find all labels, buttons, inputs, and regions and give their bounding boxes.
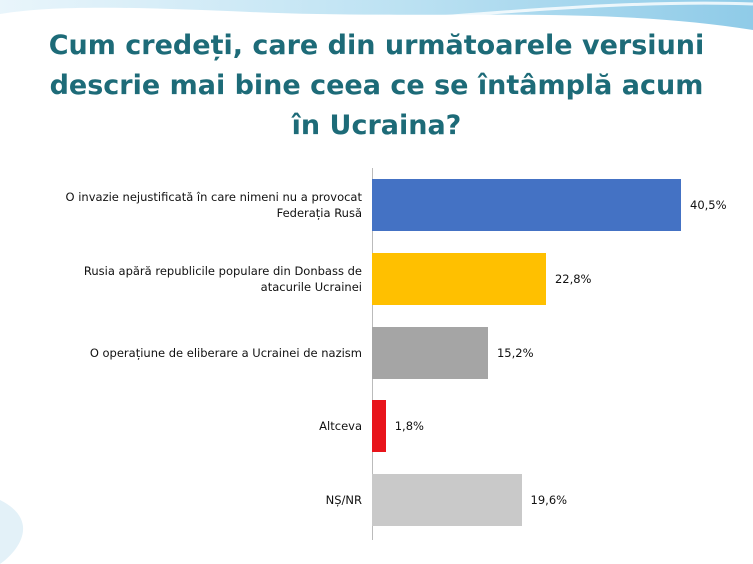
category-label: NȘ/NR <box>325 493 362 508</box>
wave-line <box>379 1 753 24</box>
category-label: Altceva <box>319 419 362 434</box>
value-label: 40,5% <box>690 198 727 212</box>
value-label: 22,8% <box>554 271 592 286</box>
bar <box>372 400 386 453</box>
bar <box>372 252 546 305</box>
category-label: O invazie nejustificată în care nimeni n… <box>65 190 362 220</box>
value-label: 19,6% <box>530 493 568 508</box>
category-label: O operațiune de eliberare a Ucrainei de … <box>89 345 362 360</box>
value-label: 1,8% <box>394 419 424 434</box>
bar <box>372 179 681 231</box>
value-label: 15,2% <box>496 345 534 360</box>
corner-wave <box>0 500 24 564</box>
category-label: Rusia apără republicile populare din Don… <box>83 263 362 294</box>
bar <box>372 474 522 527</box>
bar <box>372 326 488 379</box>
chart-title: Cum credeți, care din următoarele versiu… <box>48 30 705 141</box>
